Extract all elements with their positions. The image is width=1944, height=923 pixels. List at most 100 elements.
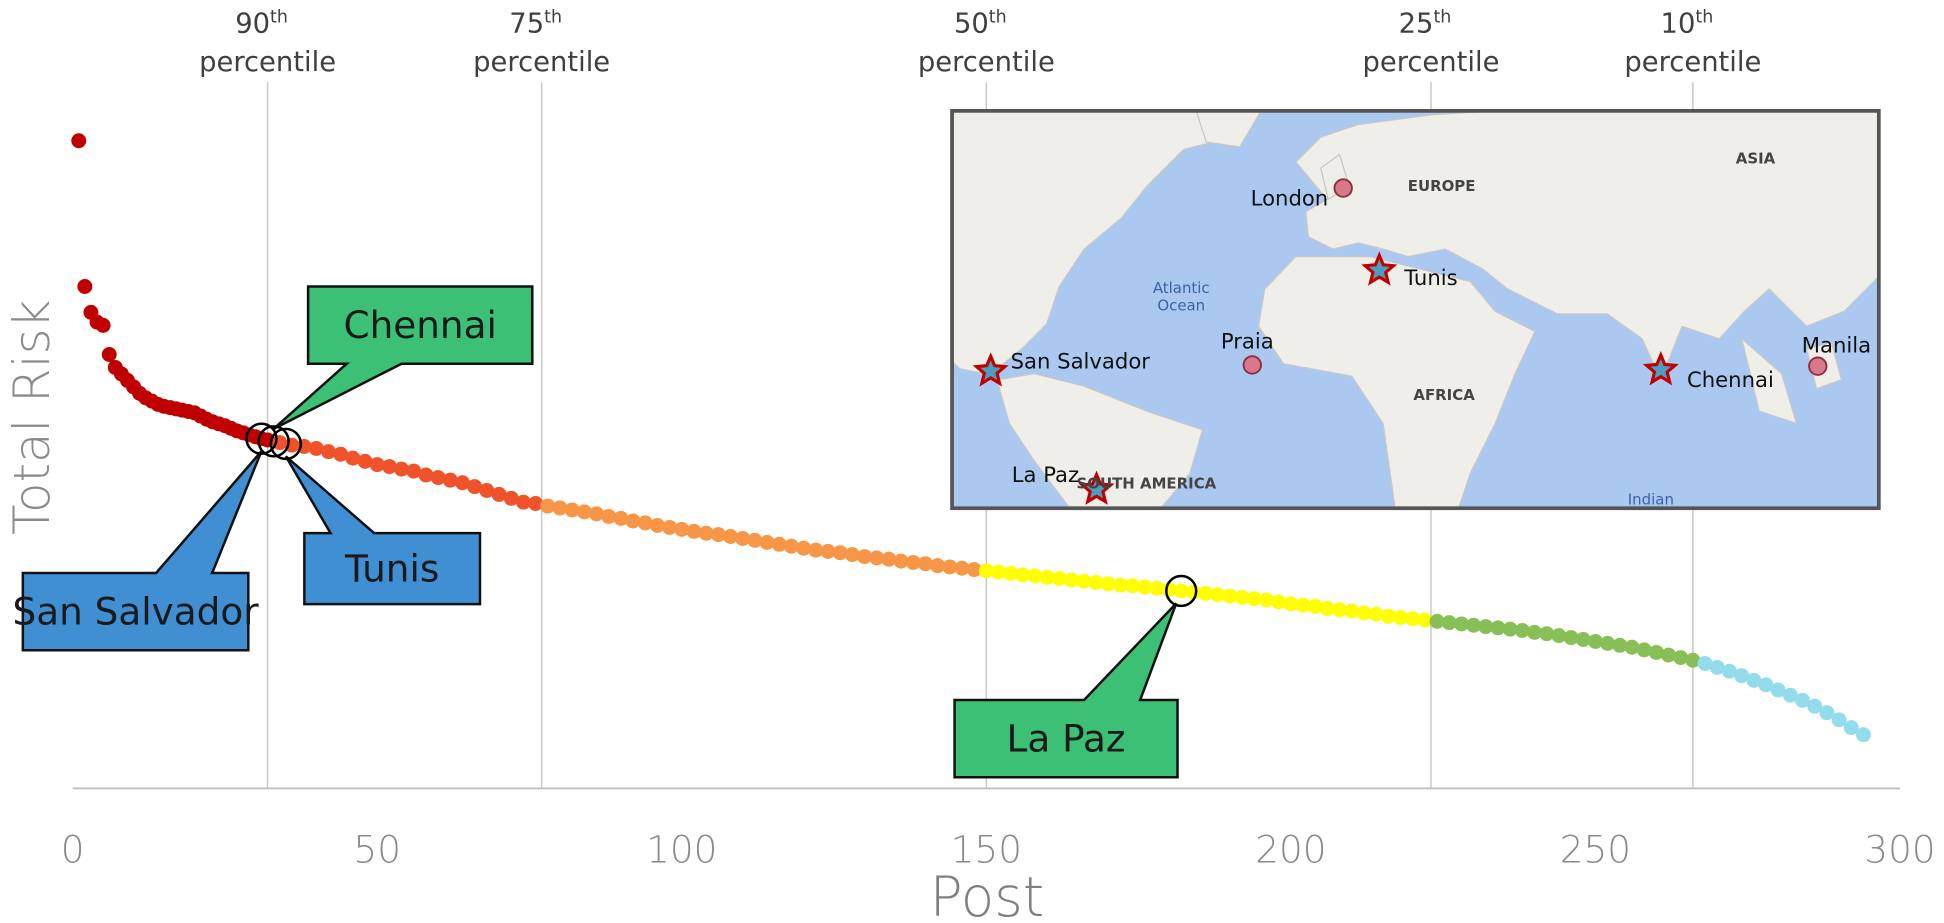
x-tick-label: 150 — [951, 827, 1022, 871]
data-point — [1210, 587, 1226, 603]
data-point — [930, 558, 946, 574]
data-point — [1587, 633, 1603, 649]
x-tick-label: 0 — [61, 827, 85, 871]
callout-label: Chennai — [343, 303, 496, 347]
data-point — [649, 518, 665, 533]
data-point — [1490, 620, 1506, 636]
callout-box — [953, 602, 1179, 779]
percentile-ordinal: th — [1695, 7, 1713, 27]
data-point — [406, 463, 422, 479]
percentile-ordinal: th — [544, 7, 562, 27]
data-point — [1271, 594, 1287, 610]
percentile-number: 25 — [1399, 8, 1434, 39]
data-point — [1003, 565, 1019, 581]
data-point — [613, 510, 629, 526]
data-point — [1417, 612, 1433, 628]
map-water-label: Ocean — [1157, 296, 1205, 314]
data-point — [491, 486, 507, 502]
map-land — [952, 110, 1879, 509]
data-point — [1088, 575, 1104, 590]
data-point — [1551, 628, 1567, 644]
data-point — [1112, 577, 1128, 593]
x-axis-title: Post — [930, 865, 1045, 923]
callout-ring — [1165, 574, 1198, 608]
data-point — [1368, 606, 1384, 622]
data-point — [1307, 598, 1323, 614]
callout-ring — [257, 425, 290, 458]
data-point — [1222, 588, 1238, 604]
data-point — [686, 523, 702, 539]
data-point — [637, 515, 653, 531]
data-point — [333, 446, 349, 462]
data-point — [1405, 611, 1421, 627]
data-point — [394, 461, 410, 477]
percentile-number: 50 — [954, 8, 989, 39]
data-point — [467, 479, 483, 495]
data-point — [1685, 652, 1701, 668]
map-region-label: AFRICA — [1413, 386, 1475, 404]
data-point — [1527, 624, 1542, 640]
percentile-label: percentile — [1624, 47, 1761, 78]
data-point — [1429, 613, 1445, 629]
data-point — [1539, 626, 1555, 642]
data-point — [966, 562, 982, 578]
percentile-ordinal: th — [1433, 7, 1451, 27]
data-point — [662, 519, 678, 535]
percentile-label: percentile — [199, 47, 336, 78]
data-point — [698, 525, 714, 541]
percentile-number: 10 — [1661, 8, 1696, 39]
data-point — [1600, 635, 1616, 651]
data-point — [954, 560, 970, 576]
y-axis-title: Total Risk — [3, 300, 61, 535]
map-star — [1642, 350, 1679, 386]
x-tick-label: 250 — [1560, 827, 1631, 871]
data-point — [832, 545, 848, 561]
data-point — [991, 564, 1006, 580]
data-point — [1332, 602, 1348, 618]
data-point — [759, 534, 775, 550]
callout-label: San Salvador — [13, 590, 260, 634]
data-point — [796, 540, 812, 556]
data-point — [674, 521, 690, 537]
data-point — [905, 554, 921, 570]
data-point — [576, 504, 592, 520]
map-dot — [1333, 178, 1353, 198]
data-point — [1039, 569, 1055, 585]
map-place-label: Tunis — [1403, 265, 1457, 290]
data-point — [917, 556, 933, 572]
data-point — [528, 496, 544, 511]
data-point — [1356, 605, 1372, 621]
data-point — [1027, 568, 1043, 584]
data-point — [735, 530, 751, 546]
data-point — [1015, 567, 1031, 583]
data-point — [771, 536, 787, 552]
data-point — [455, 475, 470, 491]
data-point — [540, 498, 556, 514]
data-point — [723, 529, 738, 544]
map-place-label: Praia — [1221, 329, 1274, 354]
data-point — [430, 470, 446, 486]
data-point — [1612, 637, 1628, 653]
data-point — [1514, 622, 1530, 638]
data-point — [1064, 572, 1080, 588]
map-water-label: Atlantic — [1153, 279, 1210, 297]
data-point — [1721, 663, 1737, 679]
data-point — [1673, 650, 1689, 666]
data-point — [1344, 603, 1360, 619]
data-point — [1819, 705, 1835, 721]
data-point — [1076, 573, 1092, 589]
map-place-label: London — [1251, 185, 1329, 210]
data-point — [503, 490, 519, 506]
data-point — [418, 467, 434, 483]
data-point — [381, 459, 397, 475]
x-tick-label: 300 — [1864, 827, 1935, 871]
data-point — [1795, 692, 1810, 708]
percentile-label: percentile — [1362, 47, 1499, 78]
map-border — [950, 108, 1881, 511]
data-point — [710, 527, 726, 543]
x-tick-label: 200 — [1255, 827, 1326, 871]
data-point — [844, 547, 860, 563]
map-star — [1078, 470, 1115, 505]
